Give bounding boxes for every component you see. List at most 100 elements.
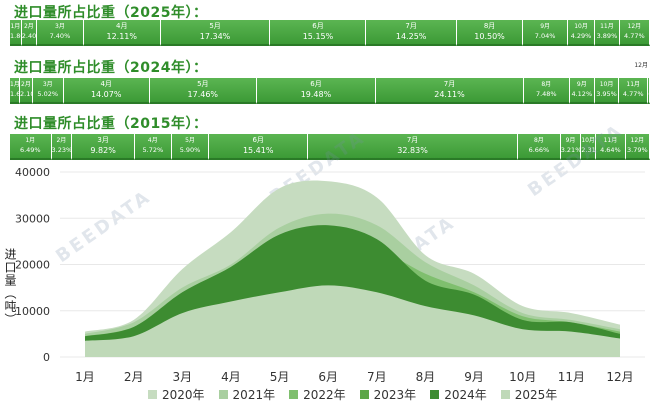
share-percent-label: 14.07%: [90, 90, 122, 99]
share-month-label: 9月: [565, 137, 576, 144]
share-segment: 12月 4.77%: [619, 20, 650, 46]
x-tick-label: 9月: [464, 370, 484, 384]
x-tick-label: 6月: [318, 370, 338, 384]
x-tick-label: 4月: [221, 370, 241, 384]
share-percent-label: 15.41%: [242, 146, 274, 155]
share-segment: 10月 3.95%: [594, 78, 620, 104]
share-month-label: 1月: [10, 81, 20, 88]
share-segment: 7月 14.25%: [366, 20, 457, 46]
y-tick-label: 20000: [15, 259, 50, 272]
section-title: 进口量所占比重（2024年）：: [14, 60, 208, 76]
x-tick-label: 5月: [270, 370, 290, 384]
share-month-label: 12月: [627, 23, 642, 30]
share-segment: 7月 32.83%: [308, 134, 519, 160]
share-percent-label: 4.12%: [571, 90, 593, 98]
share-month-label: 12月: [648, 80, 649, 89]
share-month-label: 10月: [581, 137, 595, 144]
area-series-2023年: [85, 255, 620, 357]
share-percent-label: 1.86%: [10, 32, 21, 40]
chart-legend: 2020年 2021年 2022年 2023年 2024年 2025年: [148, 384, 571, 403]
share-percent-label: 6.49%: [19, 146, 41, 154]
x-tick-label: 1月: [75, 370, 95, 384]
share-month-label: 5月: [197, 80, 209, 88]
share-month-label: 4月: [147, 137, 158, 144]
share-segment: 2月 2.40%: [21, 20, 37, 46]
share-percent-label: 19.48%: [300, 90, 332, 99]
share-month-label: 9月: [576, 81, 587, 88]
watermark: BEEDATA: [52, 185, 156, 268]
share-month-label: 3月: [55, 23, 65, 30]
share-segment: 1月 1.60%: [10, 78, 20, 104]
share-month-label: 11月: [600, 23, 614, 30]
share-month-label: 7月: [405, 22, 417, 30]
legend-label: 2020年: [162, 388, 205, 402]
share-segment: 9月 7.04%: [523, 20, 568, 46]
share-segment: 5月 17.46%: [149, 78, 257, 104]
share-percent-label: 17.46%: [187, 90, 219, 99]
share-percent-label: 2.10%: [20, 90, 32, 98]
x-tick-label: 3月: [172, 370, 192, 384]
share-percent-label: 2.31%: [581, 146, 596, 154]
legend-label: 2025年: [514, 388, 558, 402]
share-percent-label: 1.60%: [10, 90, 20, 98]
share-month-label: 5月: [209, 22, 221, 30]
share-percent-label: 5.90%: [179, 146, 201, 154]
share-segment: 8月 10.50%: [456, 20, 524, 46]
share-percent-label: 7.40%: [49, 32, 71, 40]
share-segment: 3月 9.82%: [72, 134, 136, 160]
legend-label: 2024年: [444, 388, 487, 402]
share-month-label: 4月: [116, 22, 128, 30]
share-percent-label: 3.79%: [627, 146, 648, 154]
share-percent-label: 3.23%: [51, 146, 73, 154]
share-month-label: 11月: [626, 81, 641, 88]
share-month-label: 1月: [25, 137, 36, 144]
share-percent-label: 12.11%: [106, 32, 137, 41]
legend-item: 2021年: [218, 386, 275, 403]
share-percent-label: 3.89%: [596, 32, 618, 40]
legend-label: 2022年: [303, 388, 346, 402]
share-segment: 4月 12.11%: [83, 20, 161, 46]
share-segment: 9月 3.21%: [560, 134, 582, 160]
share-month-label: 1月: [10, 23, 21, 30]
y-tick-label: 10000: [15, 305, 50, 318]
y-tick-label: 0: [43, 351, 50, 364]
share-bar-row: 1月 1.86%2月 2.40% 3月 7.40% 4月 12.11% 5月 17.34% 6月 1…: [10, 20, 650, 46]
share-note: 12月: [634, 62, 648, 69]
area-series-2024年: [85, 225, 620, 357]
share-percent-label: 7.04%: [534, 32, 556, 40]
share-percent-label: 5.72%: [142, 146, 164, 154]
x-tick-label: 8月: [416, 370, 436, 384]
legend-swatch: [148, 390, 157, 399]
share-segment: 4月 5.72%: [135, 134, 172, 160]
share-percent-label: 10.50%: [474, 32, 505, 41]
x-tick-label: 10月: [509, 370, 536, 384]
share-month-label: 8月: [533, 137, 544, 144]
share-month-label: 3月: [42, 81, 53, 88]
x-tick-label: 11月: [558, 370, 585, 384]
share-segment: 12月0.30%: [648, 78, 650, 104]
share-month-label: 7月: [443, 80, 456, 88]
share-month-label: 7月: [406, 136, 419, 144]
section-title: 进口量所占比重（2015年）：: [14, 116, 208, 132]
share-month-label: 10月: [599, 81, 614, 88]
area-series-2021年: [85, 213, 620, 357]
share-percent-label: 3.21%: [560, 146, 582, 154]
legend-swatch: [430, 390, 440, 399]
share-month-label: 2月: [23, 23, 34, 30]
share-segment: 7月 24.11%: [376, 78, 524, 104]
section-title: 进口量所占比重（2025年）：: [14, 5, 208, 21]
share-percent-label: 4.29%: [570, 32, 592, 40]
share-segment: 9月 4.12%: [569, 78, 595, 104]
legend-item: 2025年: [500, 386, 558, 403]
legend-swatch: [289, 390, 299, 399]
share-segment: 6月 15.41%: [209, 134, 308, 160]
share-percent-label: 5.02%: [37, 90, 59, 98]
area-series-2020年: [85, 180, 620, 357]
share-segment: 12月 3.79%: [625, 134, 650, 160]
share-segment: 8月 7.48%: [523, 78, 570, 104]
x-tick-label: 7月: [367, 370, 387, 384]
share-segment: 5月 5.90%: [171, 134, 210, 160]
share-month-label: 11月: [603, 137, 618, 144]
share-segment: 5月 17.34%: [160, 20, 271, 46]
share-month-label: 2月: [21, 81, 31, 88]
